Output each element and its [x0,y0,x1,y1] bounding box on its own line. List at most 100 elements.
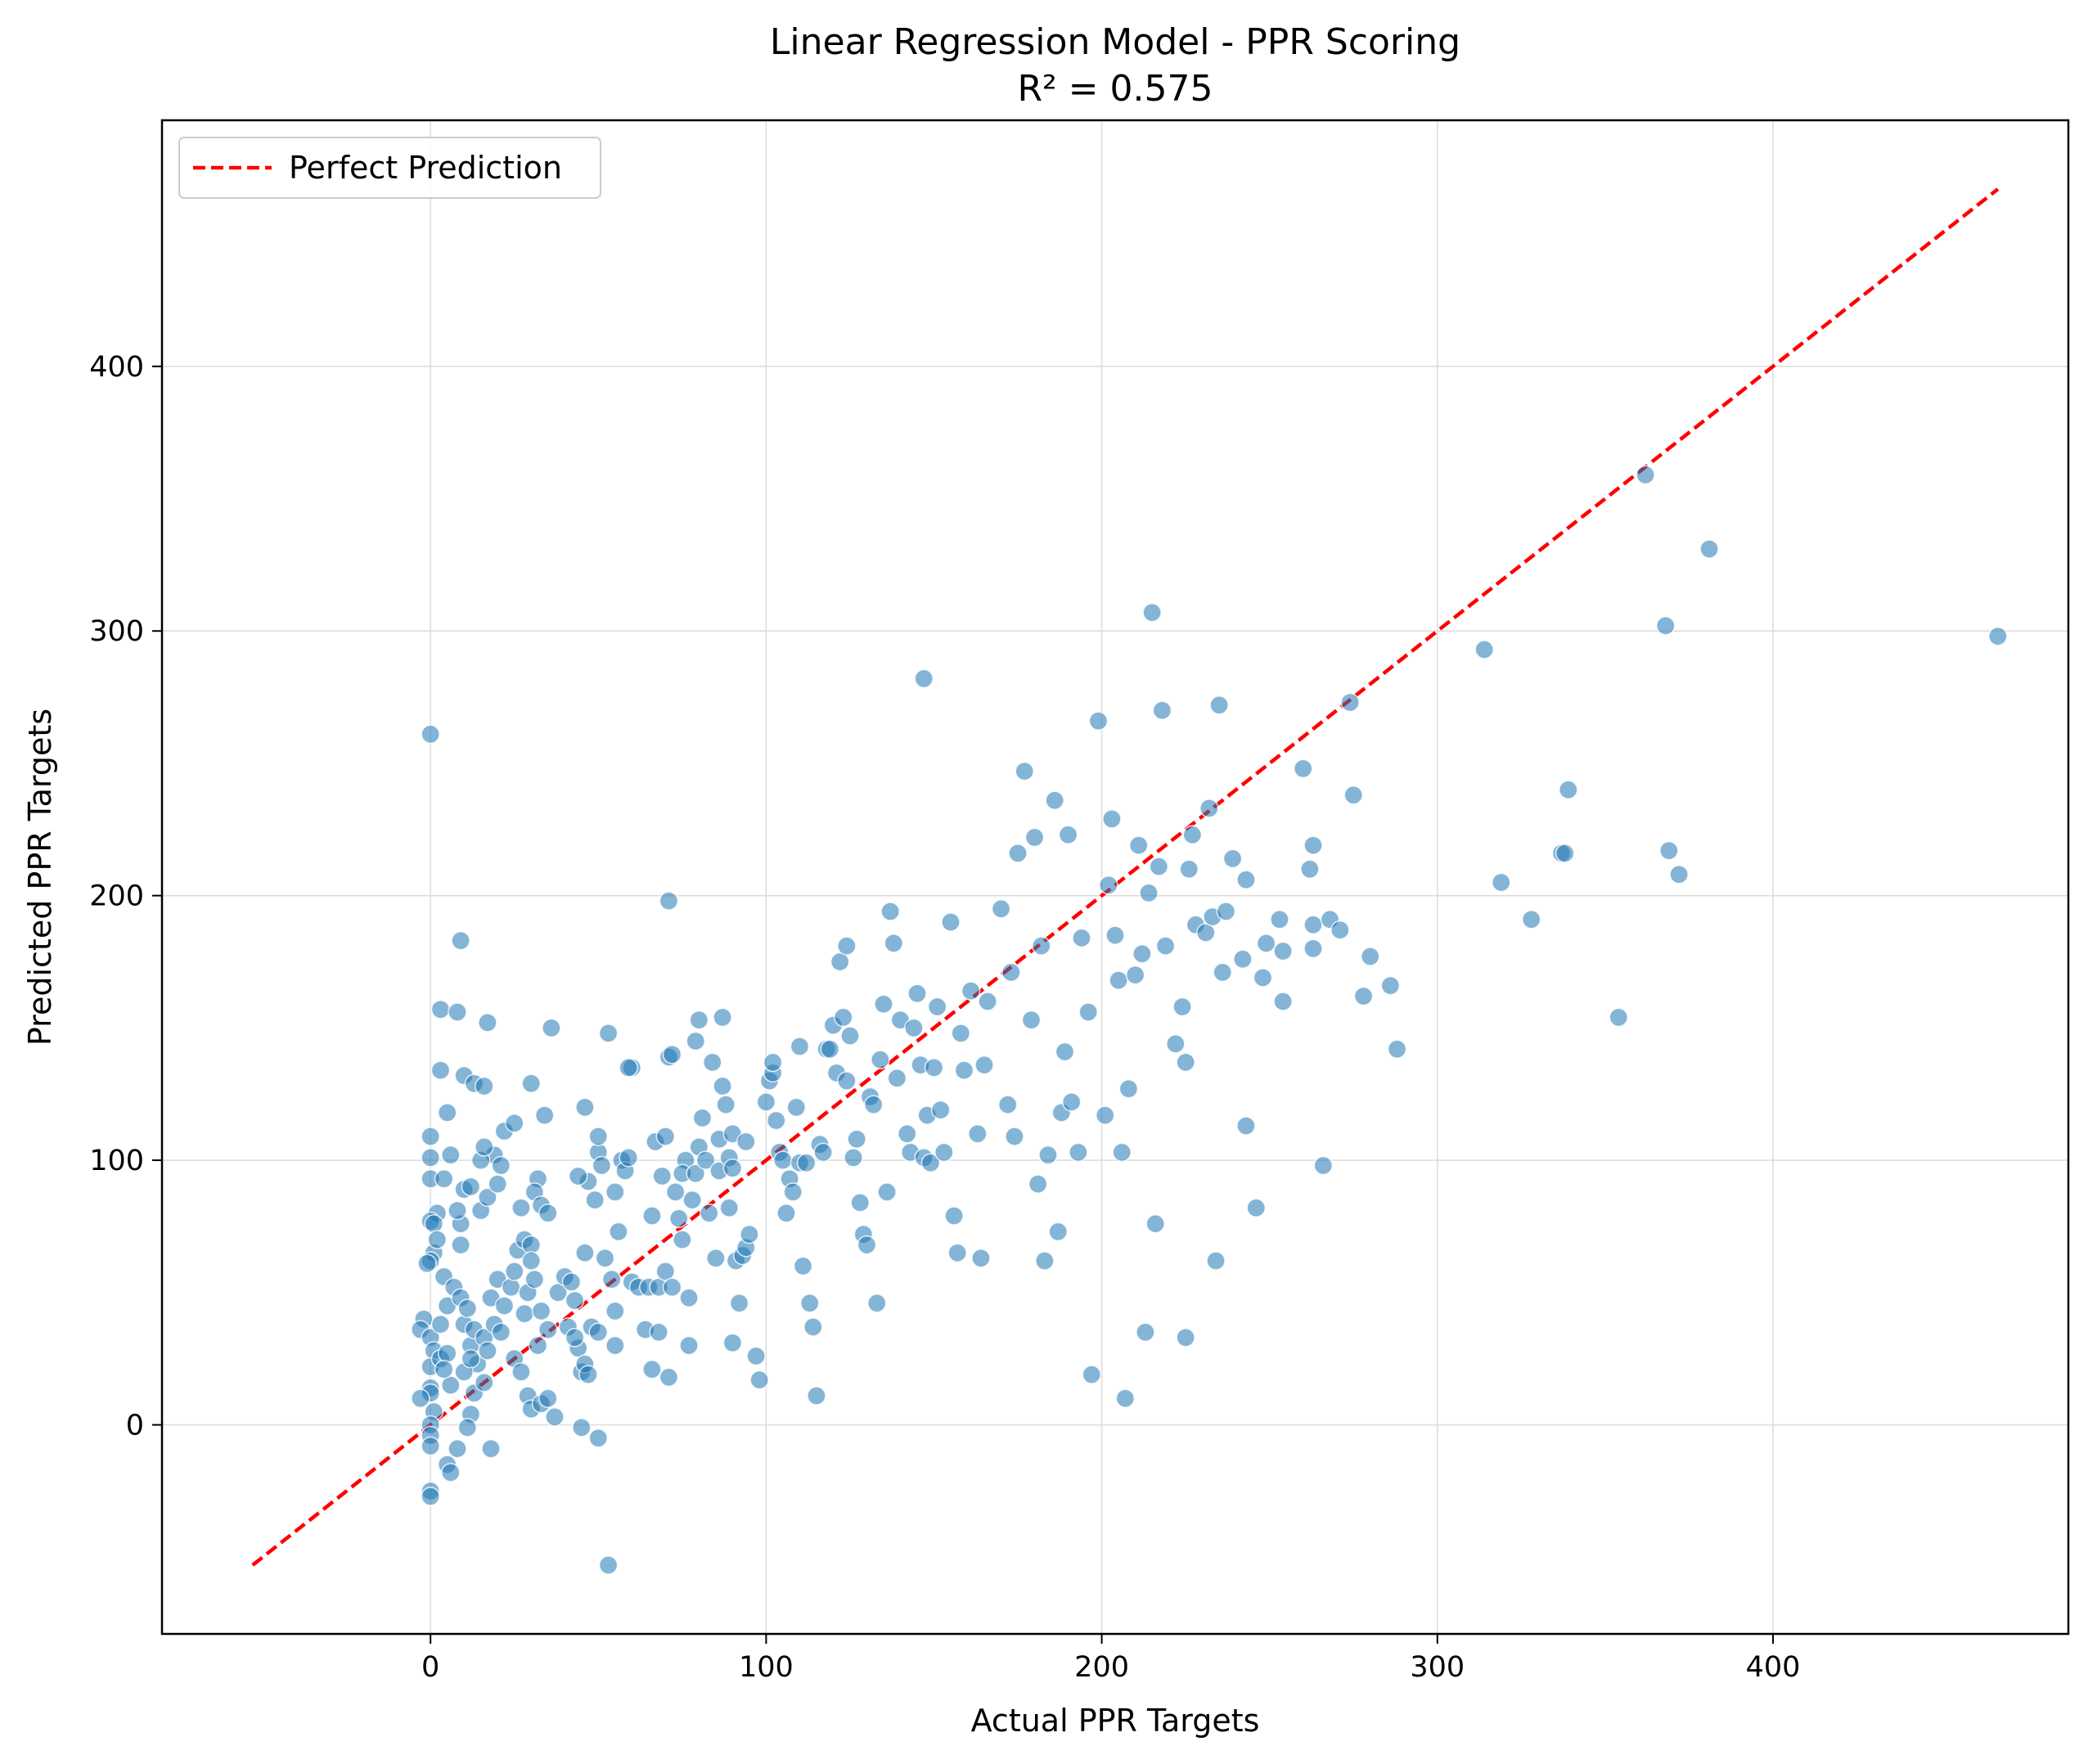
data-point [1474,640,1494,659]
data-point [1069,1142,1088,1163]
data-point [1209,695,1229,715]
data-point [907,983,927,1004]
data-point [1491,872,1511,893]
data-point [1988,626,2008,646]
data-point [528,1335,548,1356]
data-point [716,1095,736,1114]
data-point [461,1177,481,1197]
data-point [592,1155,612,1176]
x-tick-label: 300 [1410,1651,1465,1684]
data-point [531,1301,551,1321]
data-point [538,1388,558,1408]
data-point [1199,799,1219,818]
data-point [668,1208,689,1228]
data-point [695,1150,716,1170]
data-point [1088,711,1109,731]
data-point [914,668,934,689]
data-point [1213,962,1233,983]
data-point [1236,870,1256,889]
data-point [689,1010,709,1030]
data-point [706,1248,726,1268]
data-point [434,1168,454,1189]
data-point [665,1182,686,1202]
data-point [652,1166,672,1186]
data-point [488,1174,507,1194]
data-point [1038,1145,1058,1165]
data-point [776,1204,796,1223]
data-point [673,1230,692,1249]
data-point [427,1230,448,1249]
data-point [448,1438,467,1459]
data-point [461,1348,481,1369]
data-point [1303,915,1323,934]
data-point [790,1037,810,1056]
data-point [659,1367,679,1388]
data-point [867,1293,887,1313]
data-point [920,1153,941,1173]
data-point [504,1114,524,1133]
data-point [1125,965,1145,985]
data-point [756,1092,776,1112]
data-point [521,1073,541,1094]
data-point [441,1145,461,1165]
data-point [813,1142,833,1163]
data-point [1139,883,1159,903]
data-point [1179,859,1199,880]
data-point [1155,936,1176,956]
data-point [844,1148,863,1168]
data-point [421,1487,440,1506]
data-point [1609,1007,1629,1028]
data-point [1149,857,1169,876]
data-point [417,1253,437,1273]
data-point [1145,1213,1165,1234]
data-point [934,1142,954,1163]
data-point [1300,859,1320,880]
data-point [1078,1002,1098,1022]
data-point [1008,844,1028,863]
data-point [863,1095,884,1114]
data-point [877,1182,897,1202]
data-point [515,1303,534,1324]
data-point [504,1262,524,1281]
data-point [1028,1174,1048,1194]
data-point [1256,934,1276,953]
data-point [786,1097,807,1118]
data-point [1555,844,1575,863]
y-tick-label: 400 [89,351,144,384]
data-point [511,1198,531,1218]
data-point [833,1007,853,1028]
data-point [857,1235,877,1255]
data-point [1253,968,1273,988]
data-point [944,1206,964,1226]
data-point [1216,902,1236,921]
legend: Perfect Prediction [178,137,601,199]
data-point [437,1343,457,1363]
y-tick-label: 0 [126,1409,144,1442]
data-point [692,1108,713,1128]
data-point [1699,539,1719,559]
data-point [1058,825,1078,845]
data-point [598,1555,619,1575]
legend-label-perfect-prediction: Perfect Prediction [289,150,562,186]
data-point [840,1026,860,1046]
data-point [588,1127,609,1146]
data-point [1669,865,1689,884]
data-point [448,1200,467,1221]
x-axis-ticks: 0 100 200 300 400 [421,1634,1800,1684]
data-point [783,1182,803,1202]
data-point [1128,835,1149,855]
data-point [887,1069,907,1088]
data-point [749,1370,769,1390]
data-point [1659,840,1679,861]
data-point [1132,944,1152,964]
data-point [978,992,997,1011]
data-point [947,1243,967,1263]
data-point [1176,1052,1195,1073]
data-point [475,1076,494,1096]
data-point [565,1328,585,1348]
data-point [575,1097,595,1118]
data-point [542,1018,561,1038]
data-point [997,1095,1018,1114]
data-point [1061,1092,1082,1112]
data-point [961,981,981,1001]
